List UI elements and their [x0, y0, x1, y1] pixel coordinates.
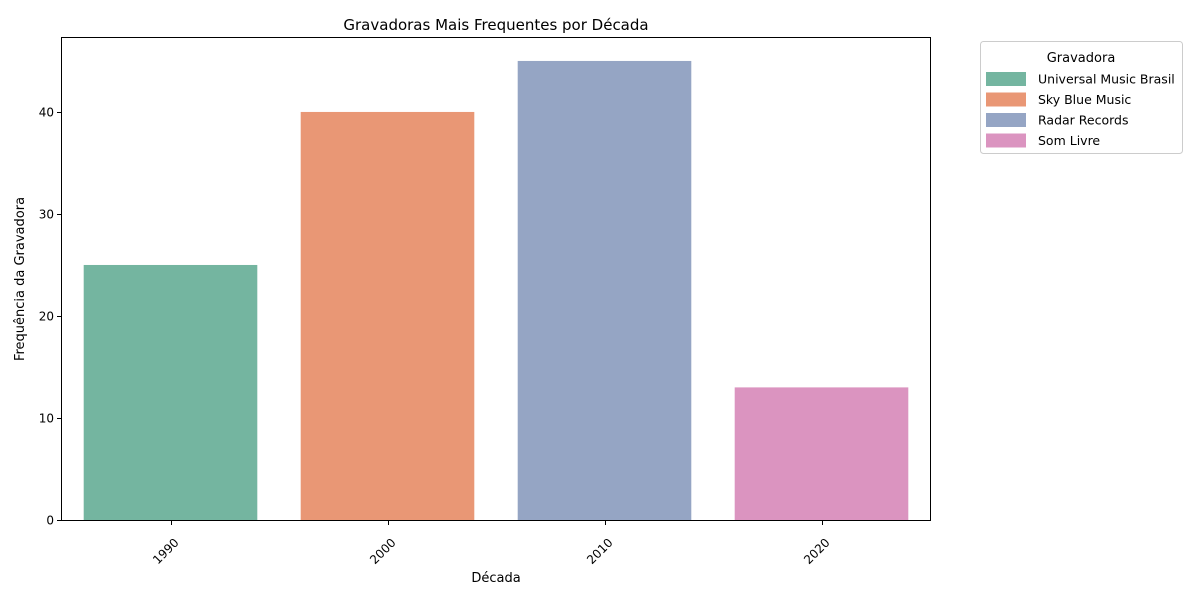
bars-group	[83, 60, 909, 520]
y-axis-title: Frequência da Gravadora	[13, 197, 28, 361]
plot-frame	[61, 37, 931, 521]
x-tick-label: 2010	[584, 536, 615, 567]
legend-frame	[980, 41, 1183, 154]
y-axis: 0 10 20 30 40	[39, 106, 62, 528]
legend-swatch	[986, 113, 1026, 127]
chart-title: Gravadoras Mais Frequentes por Década	[343, 16, 648, 34]
x-axis-title: Década	[471, 571, 520, 586]
bar-1990	[83, 264, 258, 520]
legend-entry-label: Radar Records	[1038, 113, 1128, 128]
legend-entry-label: Sky Blue Music	[1038, 92, 1131, 107]
legend-entry-label: Som Livre	[1038, 133, 1100, 148]
legend-swatch	[986, 72, 1026, 86]
legend-swatch	[986, 133, 1026, 148]
legend: Gravadora Universal Music Brasil Sky Blue…	[980, 41, 1183, 154]
y-tick-label: 30	[39, 208, 54, 222]
bar-2000	[300, 111, 475, 520]
bar-2020	[734, 387, 909, 520]
x-tick-label: 2020	[801, 536, 832, 567]
legend-entry-label: Universal Music Brasil	[1038, 72, 1175, 87]
y-tick-label: 0	[46, 514, 54, 528]
bar-2010	[517, 60, 692, 520]
y-tick-label: 40	[39, 106, 54, 120]
y-tick-label: 10	[39, 412, 54, 426]
legend-entries: Universal Music Brasil Sky Blue Music Rada…	[986, 72, 1175, 148]
x-tick-label: 2000	[367, 536, 398, 567]
x-tick-label: 1990	[150, 536, 181, 567]
x-axis: 1990 2000 2010 2020	[150, 520, 833, 567]
legend-swatch	[986, 92, 1026, 107]
y-tick-label: 20	[39, 310, 54, 324]
legend-title: Gravadora	[1047, 51, 1116, 66]
